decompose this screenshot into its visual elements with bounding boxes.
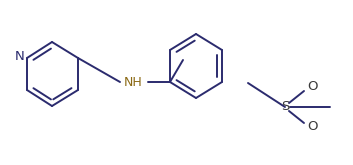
Text: NH: NH: [124, 76, 142, 88]
Text: O: O: [307, 81, 317, 94]
Text: S: S: [281, 100, 289, 114]
Text: N: N: [15, 50, 25, 64]
Text: O: O: [307, 120, 317, 133]
